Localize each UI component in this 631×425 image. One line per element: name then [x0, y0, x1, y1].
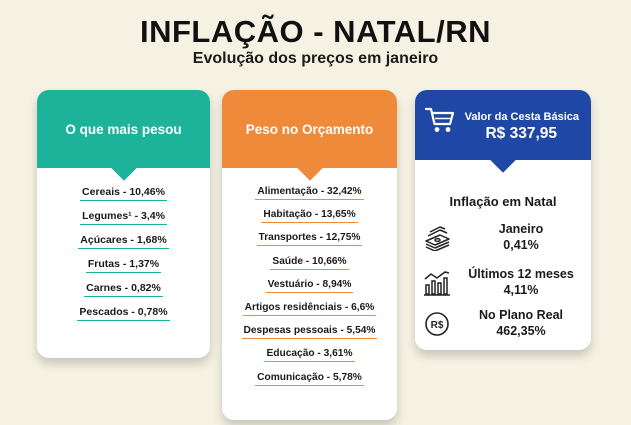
- list-item: Pescados - 0,78%: [37, 306, 210, 330]
- card-orcamento: Peso no Orçamento Alimentação - 32,42% H…: [222, 90, 397, 420]
- money-stack-icon: [425, 226, 450, 251]
- inflacao-row-plano-real: R$ No Plano Real 462,35%: [415, 308, 591, 342]
- card-orcamento-title: Peso no Orçamento: [245, 121, 374, 137]
- card-mais-pesou: O que mais pesou Cereais - 10,46% Legume…: [37, 90, 210, 358]
- inflacao-title: Inflação em Natal: [449, 194, 557, 209]
- card-mais-pesou-title: O que mais pesou: [65, 121, 182, 137]
- inflacao-row-value: 4,11%: [503, 283, 539, 297]
- list-item: Carnes - 0,82%: [37, 282, 210, 306]
- mais-pesou-list: Cereais - 10,46% Legumes¹ - 3,4% Açúcare…: [37, 186, 210, 330]
- shopping-cart-icon: [425, 107, 455, 132]
- list-item: Vestuário - 8,94%: [222, 279, 397, 302]
- header-notch: [490, 147, 516, 173]
- list-item: Comunicação - 5,78%: [222, 372, 397, 395]
- card-cesta-basica: Valor da Cesta Básica R$ 337,95 Inflação…: [415, 90, 591, 350]
- list-item: Legumes¹ - 3,4%: [37, 210, 210, 234]
- card-mais-pesou-header: O que mais pesou: [37, 90, 210, 181]
- list-item: Açúcares - 1,68%: [37, 234, 210, 258]
- page-title: INFLAÇÃO - NATAL/RN: [139, 14, 491, 49]
- orcamento-list: Alimentação - 32,42% Habitação - 13,65% …: [222, 186, 397, 395]
- list-item: Educação - 3,61%: [222, 348, 397, 371]
- page-subtitle: Evolução dos preços em janeiro: [192, 50, 439, 67]
- header-notch: [296, 155, 323, 181]
- list-item: Despesas pessoais - 5,54%: [222, 325, 397, 348]
- inflacao-row-janeiro: Janeiro 0,41%: [415, 222, 591, 256]
- svg-text:R$: R$: [431, 320, 444, 331]
- list-item: Habitação - 13,65%: [222, 209, 397, 232]
- inflacao-row-value: 462,35%: [496, 324, 546, 338]
- cesta-label: Valor da Cesta Básica: [464, 111, 579, 123]
- real-currency-icon: R$: [425, 312, 449, 336]
- header-notch: [110, 155, 137, 181]
- inflacao-row-label: No Plano Real: [478, 308, 564, 322]
- inflacao-row-label: Janeiro: [498, 222, 544, 236]
- card-orcamento-header: Peso no Orçamento: [222, 90, 397, 181]
- list-item: Saúde - 10,66%: [222, 256, 397, 279]
- inflacao-row-label: Últimos 12 meses: [468, 267, 574, 281]
- list-item: Cereais - 10,46%: [37, 186, 210, 210]
- inflacao-row-12-meses: Últimos 12 meses 4,11%: [415, 267, 591, 301]
- list-item: Alimentação - 32,42%: [222, 186, 397, 209]
- inflacao-row-value: 0,41%: [503, 238, 539, 252]
- cesta-value: R$ 337,95: [485, 125, 557, 142]
- bar-chart-icon: [424, 271, 450, 296]
- list-item: Frutas - 1,37%: [37, 258, 210, 282]
- list-item: Transportes - 12,75%: [222, 232, 397, 255]
- list-item: Artigos residênciais - 6,6%: [222, 302, 397, 325]
- card-cesta-header: Valor da Cesta Básica R$ 337,95: [415, 90, 591, 173]
